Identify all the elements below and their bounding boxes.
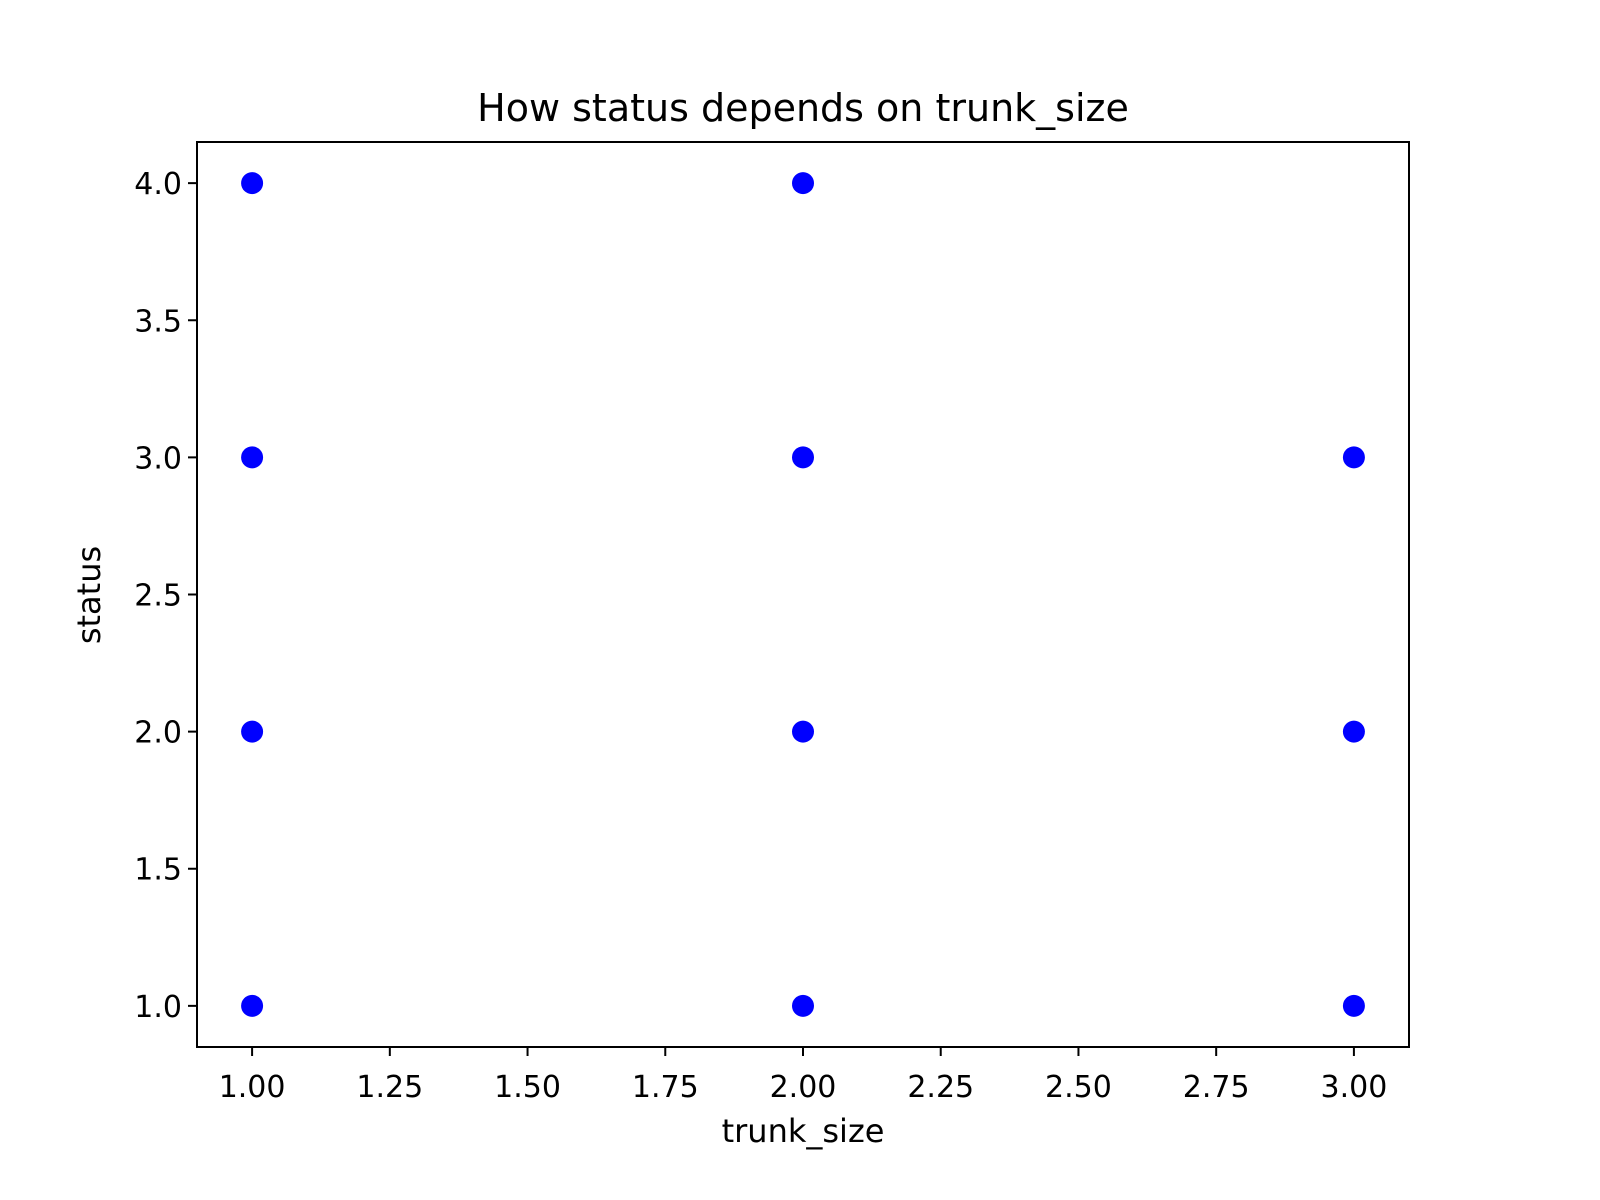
y-tick-label: 3.0 [134,441,182,476]
y-tick-label: 1.0 [134,990,182,1025]
data-point [792,446,814,469]
x-tick-label: 1.25 [356,1070,423,1105]
data-point [241,720,264,743]
x-axis-label: trunk_size [722,1112,885,1150]
y-tick-label: 4.0 [134,167,182,202]
x-tick-label: 1.75 [632,1070,699,1105]
x-tick-label: 2.25 [907,1070,974,1105]
data-point [792,994,814,1017]
chart-title: How status depends on trunk_size [477,86,1129,130]
data-point [1342,994,1365,1017]
y-axis-ticks: 1.0 1.5 2.0 2.5 3.0 3.5 4.0 [134,167,197,1025]
data-point [241,994,264,1017]
data-points [241,172,1365,1017]
x-tick-label: 2.00 [770,1070,837,1105]
data-point [1342,720,1365,743]
x-tick-label: 1.50 [494,1070,561,1105]
x-axis-ticks: 1.00 1.25 1.50 1.75 2.00 2.25 2.50 2.75 3.00 [219,1047,1388,1105]
x-tick-label: 1.00 [219,1070,286,1105]
y-tick-label: 2.0 [134,716,182,751]
x-tick-label: 2.50 [1045,1070,1112,1105]
y-tick-label: 1.5 [134,853,182,888]
x-tick-label: 2.75 [1183,1070,1250,1105]
x-tick-label: 3.00 [1321,1070,1388,1105]
y-axis-label: status [70,546,108,644]
data-point [792,720,814,743]
data-point [241,172,264,195]
y-tick-label: 2.5 [134,579,182,614]
data-point [792,172,814,195]
data-point [1342,446,1365,469]
plot-area-frame [196,141,1410,1048]
data-point [241,446,264,469]
y-tick-label: 3.5 [134,304,182,339]
